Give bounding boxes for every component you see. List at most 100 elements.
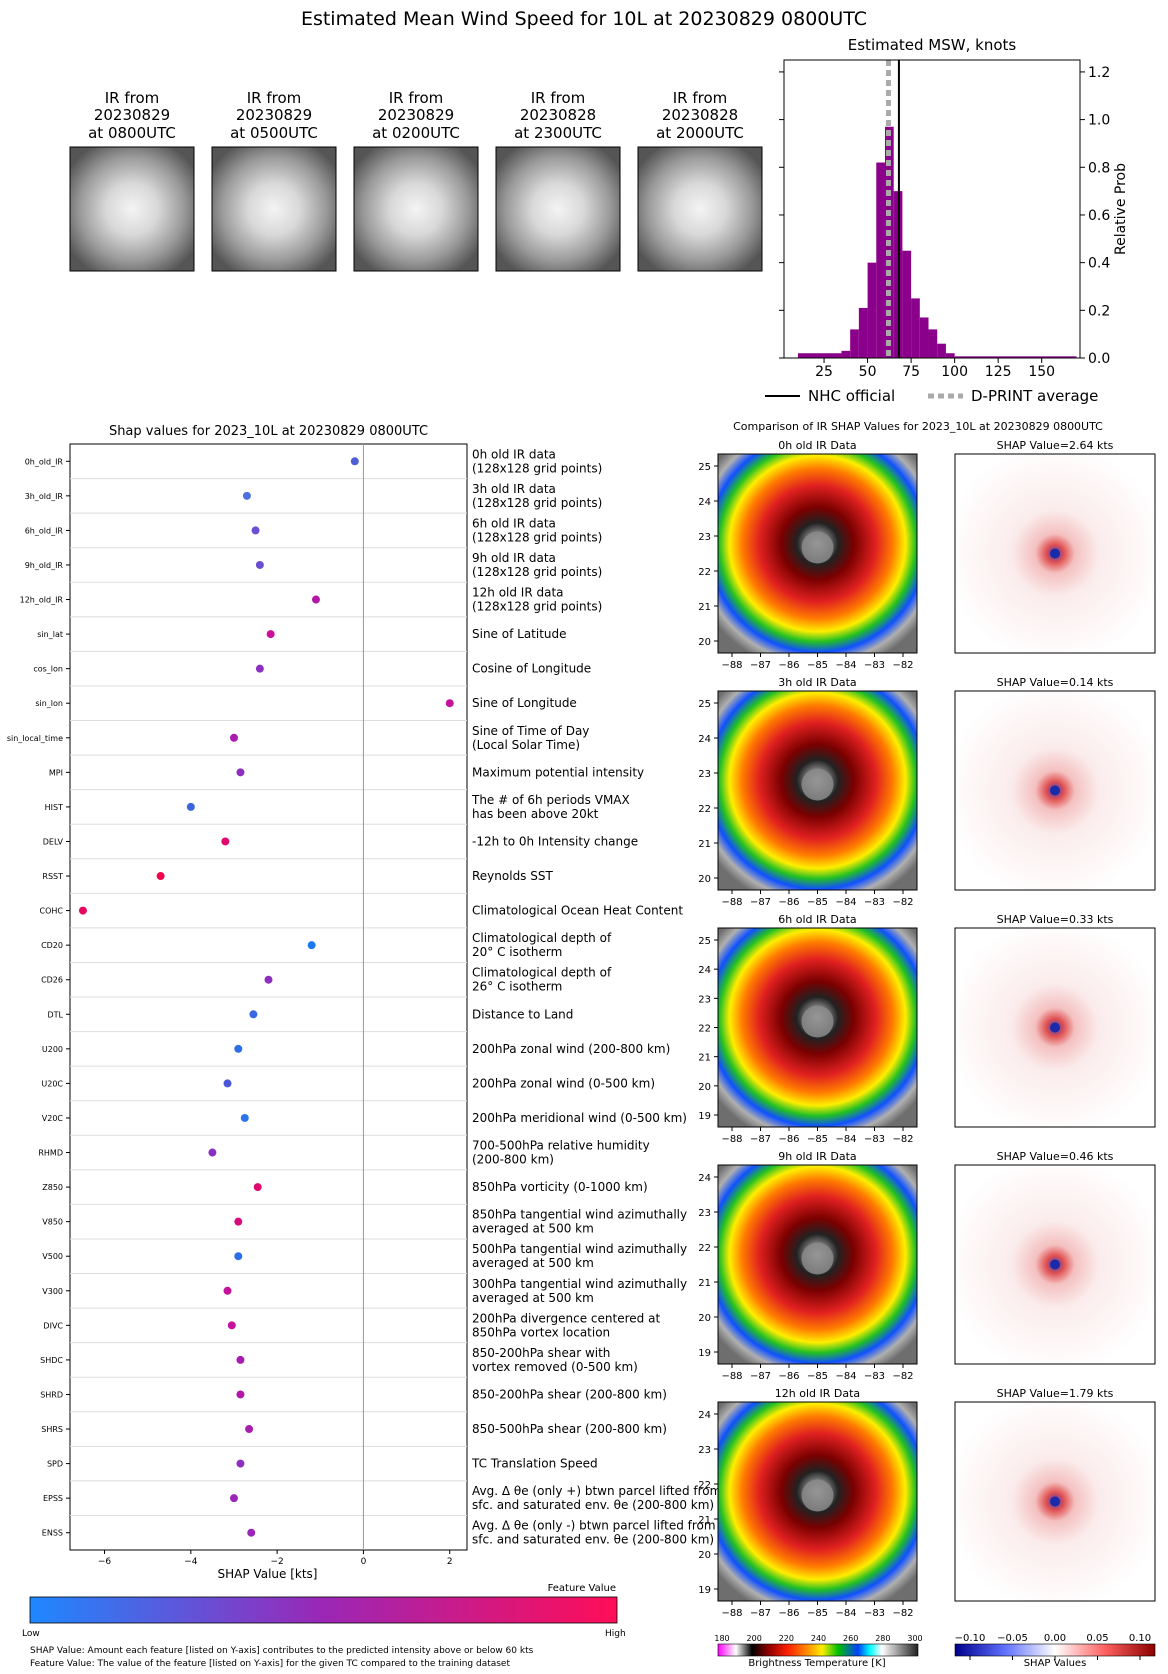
ir-panel-ytick-label: 20 [698,637,711,648]
shap-feature-desc: 500hPa tangential wind azimuthally [472,1242,687,1256]
thumbnail-title-line1: IR from [105,89,160,107]
shap-feature-desc: Cosine of Longitude [472,662,591,676]
histogram-xtick-label: 125 [985,364,1012,380]
shap-colorbar-tick: −0.05 [997,1633,1028,1644]
ir-panel-xtick-label: −88 [721,1371,742,1382]
ir-panel-ytick-label: 19 [698,1585,711,1596]
ir-panel-xtick-label: −83 [864,897,885,908]
shap-feature-name: 6h_old_IR [25,526,64,535]
histogram-title: Estimated MSW, knots [848,36,1017,54]
shap-feature-desc-line2: averaged at 500 km [472,1256,594,1270]
shap-xtick-label: −6 [98,1557,112,1567]
shap-feature-desc: 850hPa vorticity (0-1000 km) [472,1180,648,1194]
ir-panel-ytick-label: 23 [698,994,711,1005]
shap-feature-desc: Climatological depth of [472,931,612,945]
legend-dprint-label: D-PRINT average [971,387,1098,405]
shap-point [186,802,195,811]
shap-point [255,560,264,569]
shap-point [236,1459,245,1468]
shap-feature-name: CD20 [41,941,63,950]
storm-eye [801,768,834,801]
shap-point [350,457,359,466]
shap-point [245,1425,254,1434]
comparison-title: Comparison of IR SHAP Values for 2023_10… [733,420,1103,433]
shap-feature-name: HIST [45,803,63,812]
shap-feature-desc: 0h old IR data [472,447,556,461]
ir-panel-ytick-label: 22 [698,567,711,578]
storm-eye [801,531,834,564]
shap-feature-name: RHMD [38,1149,63,1158]
ir-panel-xtick-label: −86 [778,660,799,671]
shap-feature-desc-line2: (128x128 grid points) [472,530,602,544]
ir-panel-ytick-label: 24 [698,1410,711,1421]
shap-feature-desc-line2: (200-800 km) [472,1153,554,1167]
shap-feature-desc: Climatological depth of [472,966,612,980]
ir-panel-ytick-label: 25 [698,699,711,710]
shap-feature-desc-line2: (Local Solar Time) [472,738,580,752]
ir-panel-ytick-label: 21 [698,1053,711,1064]
ir-panel-ytick-label: 24 [698,965,711,976]
shap-feature-desc: 12h old IR data [472,586,564,600]
histogram-ytick-label: 0.6 [1088,208,1110,224]
histogram-bar [850,329,859,358]
storm-eye [801,1479,834,1512]
shap-feature-desc-line2: sfc. and saturated env. θe (200-800 km) [472,1498,714,1512]
shap-point [208,1148,217,1157]
ir-panel-ytick-label: 22 [698,1243,711,1254]
shap-feature-name: cos_lon [33,665,63,674]
shap-feature-name: DTL [47,1010,63,1019]
ir-panel-title: 9h old IR Data [778,1150,856,1163]
shap-feature-name: EPSS [43,1494,63,1503]
histogram-bar [954,356,1077,358]
thumbnail-title-line3: at 0500UTC [230,124,318,142]
ir-panel-xtick-label: −84 [835,1608,856,1619]
shap-panel-center [1050,1496,1060,1507]
shap-feature-name: 9h_old_IR [25,561,64,570]
shap-feature-desc-line2: averaged at 500 km [472,1291,594,1305]
ir-panel-title: 3h old IR Data [778,676,856,689]
shap-point [78,906,87,915]
shap-point [247,1528,256,1537]
histogram-ytick-label: 0.4 [1088,256,1110,272]
histogram-bar [945,353,955,358]
shap-feature-name: DELV [43,837,64,846]
shap-point [229,1494,238,1503]
shap-feature-desc-line2: sfc. and saturated env. θe (200-800 km) [472,1533,714,1547]
bt-colorbar-tick: 260 [843,1634,858,1643]
ir-panel-xtick-label: −82 [892,1608,913,1619]
ir-panel-xtick-label: −85 [807,1608,828,1619]
ir-panel-xtick-label: −82 [892,660,913,671]
shap-point [236,1390,245,1399]
ir-panel-xtick-label: −87 [750,1608,771,1619]
ir-panel-xtick-label: −82 [892,897,913,908]
shap-feature-name: SHRD [40,1390,63,1399]
thumbnail-title-line2: 20230829 [94,106,170,124]
thumbnail-title-line1: IR from [389,89,444,107]
ir-panel-ytick-label: 22 [698,804,711,815]
shap-panel-title: SHAP Value=2.64 kts [997,439,1114,452]
shap-feature-name: V20C [42,1114,64,1123]
ir-panel-ytick-label: 20 [698,874,711,885]
shap-feature-name: 3h_old_IR [25,492,64,501]
histogram-ytick-label: 1.0 [1088,113,1110,129]
storm-eye [801,1005,834,1038]
bt-colorbar-tick: 200 [747,1634,762,1643]
histogram-bar [797,353,842,358]
ir-panel-xtick-label: −84 [835,1134,856,1145]
histogram-bar [919,317,929,358]
shap-point [253,1183,262,1192]
ir-panel-ytick-label: 22 [698,1480,711,1491]
ir-thumbnail-image [353,146,479,272]
ir-panel-ytick-label: 21 [698,602,711,613]
shap-feature-desc-line2: (128x128 grid points) [472,496,602,510]
shap-feature-desc: TC Translation Speed [471,1457,598,1471]
shap-feature-desc: 850-500hPa shear (200-800 km) [472,1422,667,1436]
shap-feature-name: V850 [42,1218,63,1227]
shap-point [307,941,316,950]
footnote-feature: Feature Value: The value of the feature … [30,1659,510,1669]
ir-panel-ytick-label: 20 [698,1082,711,1093]
shap-feature-desc: 850-200hPa shear with [472,1346,610,1360]
shap-colorbar-tick: 0.10 [1129,1633,1151,1644]
thumbnail-title-line1: IR from [247,89,302,107]
shap-feature-plot: Shap values for 2023_10L at 20230829 080… [7,424,722,1581]
